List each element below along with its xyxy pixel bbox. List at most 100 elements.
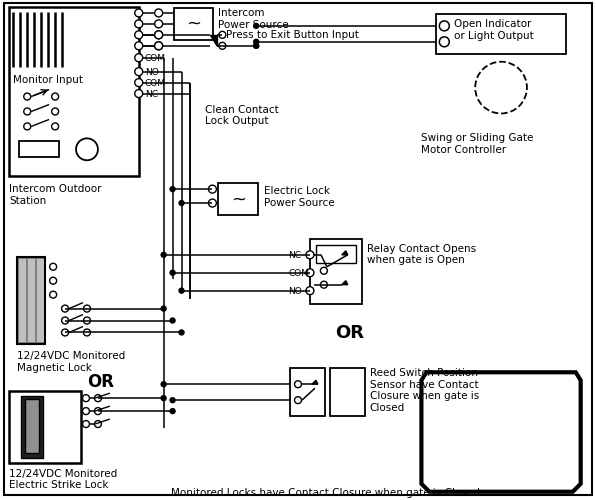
Circle shape	[179, 330, 184, 335]
Circle shape	[49, 264, 57, 270]
Circle shape	[254, 44, 259, 49]
Text: COM: COM	[145, 54, 166, 63]
Bar	[21, 396, 43, 458]
Circle shape	[155, 31, 163, 39]
Circle shape	[306, 286, 314, 294]
Circle shape	[306, 269, 314, 276]
Circle shape	[321, 268, 327, 274]
Circle shape	[254, 44, 259, 49]
Circle shape	[155, 9, 163, 17]
Circle shape	[52, 108, 58, 115]
Text: NC: NC	[145, 90, 158, 98]
Bar	[10, 391, 81, 463]
Text: NO: NO	[145, 68, 159, 76]
Text: Swing or Sliding Gate
Motor Controller: Swing or Sliding Gate Motor Controller	[421, 134, 534, 155]
Circle shape	[135, 78, 142, 86]
Bar	[17, 257, 45, 344]
Circle shape	[179, 288, 184, 293]
Text: Reed Switch Position
Sensor have Contact
Closure when gate is
Closed: Reed Switch Position Sensor have Contact…	[370, 368, 479, 413]
Bar	[28, 259, 35, 342]
Circle shape	[94, 420, 101, 428]
Text: COM: COM	[288, 269, 309, 278]
Circle shape	[94, 408, 101, 414]
Bar	[316, 245, 356, 263]
Circle shape	[155, 20, 163, 28]
Text: 12/24VDC Monitored
Electric Strike Lock: 12/24VDC Monitored Electric Strike Lock	[10, 469, 117, 490]
Circle shape	[83, 317, 91, 324]
Text: Relay Contact Opens
when gate is Open: Relay Contact Opens when gate is Open	[367, 244, 476, 266]
Circle shape	[170, 186, 175, 192]
Circle shape	[170, 408, 175, 414]
Circle shape	[161, 306, 166, 311]
Bar	[19, 142, 59, 158]
Polygon shape	[421, 372, 581, 492]
Text: Clean Contact
Lock Output: Clean Contact Lock Output	[206, 104, 279, 126]
Circle shape	[94, 394, 101, 402]
Bar	[25, 399, 39, 453]
Bar	[330, 368, 365, 416]
Circle shape	[155, 42, 163, 50]
Circle shape	[161, 382, 166, 386]
Circle shape	[82, 408, 89, 414]
Circle shape	[24, 93, 31, 100]
Bar	[37, 259, 44, 342]
Circle shape	[161, 396, 166, 400]
Circle shape	[49, 277, 57, 284]
Text: Monitor Input: Monitor Input	[13, 74, 83, 85]
Circle shape	[439, 21, 449, 31]
Text: COM: COM	[145, 78, 166, 88]
Circle shape	[254, 24, 259, 28]
Circle shape	[52, 123, 58, 130]
Bar	[436, 14, 566, 54]
Circle shape	[49, 291, 57, 298]
Polygon shape	[210, 35, 218, 46]
Circle shape	[179, 200, 184, 205]
Text: Intercom Outdoor
Station: Intercom Outdoor Station	[10, 184, 102, 206]
Circle shape	[219, 42, 226, 50]
Circle shape	[82, 394, 89, 402]
Circle shape	[52, 93, 58, 100]
Bar	[290, 368, 325, 416]
Polygon shape	[342, 280, 348, 284]
Polygon shape	[312, 380, 318, 384]
Text: ~: ~	[186, 15, 201, 33]
Circle shape	[61, 317, 69, 324]
Circle shape	[83, 329, 91, 336]
Text: Electric Lock
Power Source: Electric Lock Power Source	[264, 186, 335, 208]
Circle shape	[219, 32, 226, 38]
Circle shape	[135, 42, 142, 50]
Text: ~: ~	[231, 190, 246, 208]
Text: Monitored Locks have Contact Closure when gate is Closed: Monitored Locks have Contact Closure whe…	[170, 488, 479, 498]
Bar	[218, 183, 258, 215]
Circle shape	[135, 31, 142, 39]
Circle shape	[82, 420, 89, 428]
Circle shape	[475, 62, 527, 114]
Circle shape	[170, 270, 175, 275]
Circle shape	[294, 380, 302, 388]
Circle shape	[24, 108, 31, 115]
Circle shape	[170, 398, 175, 402]
Circle shape	[161, 252, 166, 258]
Circle shape	[155, 31, 163, 39]
Circle shape	[61, 329, 69, 336]
Circle shape	[135, 90, 142, 98]
Circle shape	[76, 138, 98, 160]
Circle shape	[170, 318, 175, 323]
Circle shape	[321, 281, 327, 288]
Bar	[19, 259, 26, 342]
Text: Intercom
Power Source: Intercom Power Source	[218, 8, 289, 30]
Circle shape	[135, 20, 142, 28]
Text: 12/24VDC Monitored
Magnetic Lock: 12/24VDC Monitored Magnetic Lock	[17, 352, 126, 373]
Polygon shape	[342, 251, 348, 255]
Text: Press to Exit Button Input: Press to Exit Button Input	[226, 30, 359, 40]
Text: NC: NC	[288, 251, 301, 260]
Text: OR: OR	[336, 324, 364, 342]
Circle shape	[61, 305, 69, 312]
Circle shape	[209, 185, 216, 193]
Bar	[173, 8, 213, 40]
Circle shape	[306, 251, 314, 259]
Circle shape	[439, 37, 449, 47]
Circle shape	[135, 68, 142, 76]
Circle shape	[135, 9, 142, 17]
Bar	[10, 7, 139, 176]
